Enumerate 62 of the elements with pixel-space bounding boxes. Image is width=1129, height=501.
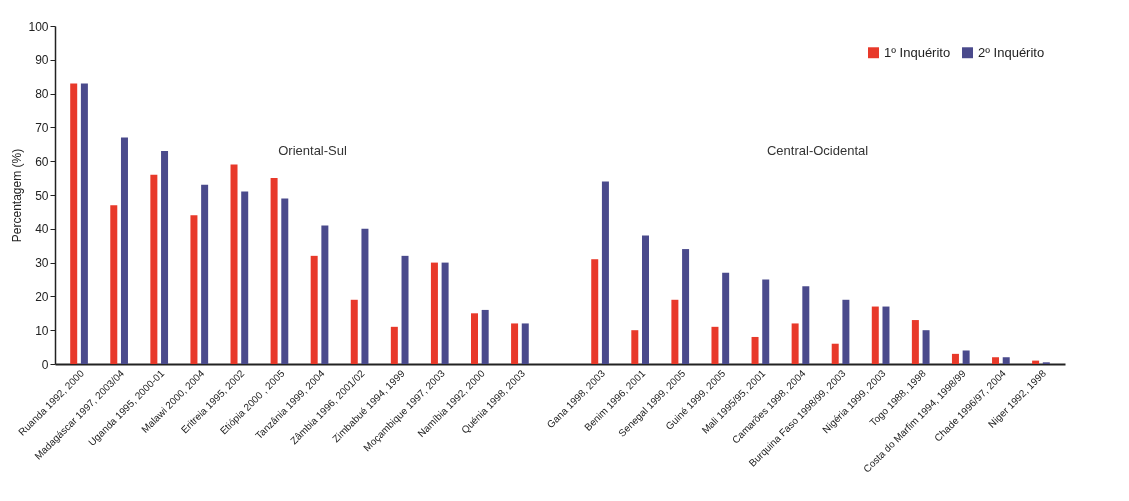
bar [241,191,249,364]
bar [831,343,839,364]
y-tick-label: 60 [35,154,49,169]
bar [511,323,519,364]
bar [962,350,970,364]
bar [120,137,128,364]
bar [922,330,930,364]
bar [310,255,318,364]
bar [281,198,289,364]
annotation: Oriental-Sul [278,143,347,159]
bar [321,225,329,364]
bar [751,336,759,364]
bar [150,174,158,364]
bar [642,235,649,364]
y-tick-label: 20 [35,289,49,304]
bar [711,326,719,364]
bar [390,326,398,364]
bar [430,262,438,364]
y-tick-label: 100 [28,19,49,34]
y-tick-label: 40 [35,222,49,237]
bar [70,83,78,364]
y-tick-label: 30 [35,256,49,271]
bar [471,313,478,364]
legend-label: 2º Inquérito [978,44,1045,60]
bar [591,259,599,364]
bar [481,309,489,364]
y-tick-label: 70 [35,120,49,135]
bar [911,320,919,364]
bar [350,299,358,364]
bar [871,306,879,364]
bar [441,262,449,364]
bar [230,164,238,364]
bar [722,272,730,364]
y-axis-title: Percentagem (%) [10,148,25,243]
bar [521,323,529,364]
bar [401,255,409,364]
bar [992,357,1000,364]
bar [842,299,850,364]
bar [682,249,690,364]
bar [190,215,198,364]
bar [631,330,639,364]
annotation: Central-Ocidental [766,143,869,159]
bar [201,184,209,364]
bar [161,151,169,364]
bar [802,286,810,364]
bar [80,83,88,364]
bar [762,279,770,364]
bar [270,178,278,364]
bar [110,205,118,364]
y-tick-label: 0 [41,357,49,372]
bar [882,306,890,364]
y-tick-label: 50 [35,188,49,203]
y-tick-label: 80 [35,87,49,102]
bar [951,353,959,364]
bar [361,228,369,364]
bar [671,299,679,364]
y-tick-label: 10 [35,323,49,338]
y-tick-label: 90 [35,53,49,68]
bar [791,323,799,364]
legend-label: 1º Inquérito [884,44,951,60]
bar [1002,357,1010,364]
bar [601,181,609,364]
